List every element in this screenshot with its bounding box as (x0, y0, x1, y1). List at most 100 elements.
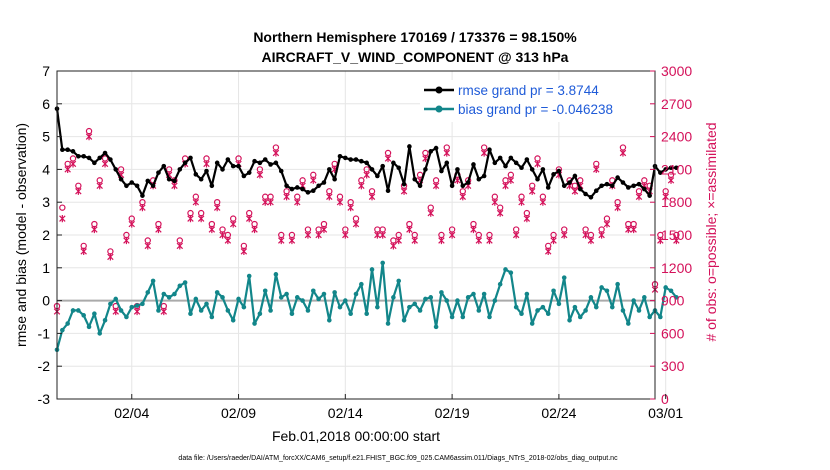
assimilated-obs-marker (85, 133, 93, 141)
bias-point (310, 288, 316, 294)
bias-point (412, 301, 418, 307)
right-tick-label: 600 (661, 325, 685, 341)
rmse-point (204, 168, 209, 174)
bias-point (615, 281, 620, 287)
rmse-point (321, 180, 327, 185)
rmse-point (209, 183, 215, 189)
assimilated-obs-marker (368, 193, 376, 201)
rmse-point (225, 157, 231, 162)
bias-series (54, 260, 679, 353)
x-tick-label: 03/01 (648, 405, 683, 421)
bias-point (172, 291, 177, 297)
rmse-point (497, 155, 503, 161)
rmse-point (348, 157, 353, 162)
rmse-point (604, 181, 610, 187)
rmse-point (252, 158, 257, 164)
bias-point (225, 308, 231, 313)
bias-point (166, 295, 172, 300)
assimilated-obs-marker (438, 236, 445, 245)
bias-point (487, 314, 492, 320)
bias-point (348, 311, 353, 317)
rmse-point (129, 180, 135, 185)
rmse-point (65, 147, 70, 153)
x-tick-label: 02/14 (328, 405, 363, 421)
rmse-point (92, 160, 97, 166)
rmse-point (70, 149, 76, 154)
rmse-point (663, 167, 668, 172)
bias-point (118, 308, 124, 313)
bias-point (129, 304, 135, 310)
bias-point (417, 308, 423, 313)
rmse-point (188, 155, 193, 161)
assimilated-obs-marker (475, 236, 483, 245)
assimilated-obs-marker (160, 307, 168, 316)
rmse-point (412, 176, 418, 182)
assimilated-obs-marker (448, 231, 456, 239)
bias-point (327, 317, 332, 323)
assimilated-obs-marker (278, 236, 285, 245)
assimilated-obs-marker (379, 231, 386, 239)
right-tick-label: 3000 (661, 63, 692, 79)
rmse-series (54, 106, 679, 200)
rmse-point (289, 186, 295, 192)
rmse-point (599, 183, 604, 189)
bias-point (337, 304, 343, 310)
assimilated-obs-marker (603, 220, 611, 228)
bias-point (428, 295, 434, 300)
rmse-point (327, 167, 332, 172)
right-tick-label: 1800 (661, 194, 692, 210)
rmse-point (609, 183, 615, 189)
assimilated-obs-marker (240, 247, 248, 255)
bias-point (102, 317, 108, 323)
bias-point (572, 304, 578, 310)
rmse-point (343, 155, 348, 161)
rmse-point (433, 145, 439, 151)
bias-point (631, 298, 636, 303)
bias-point (220, 295, 225, 300)
rmse-point (300, 186, 305, 192)
rmse-point (476, 176, 482, 182)
rmse-point (134, 183, 140, 189)
bias-point (236, 296, 241, 302)
rmse-point (332, 176, 337, 182)
bias-point (599, 285, 604, 290)
assimilated-obs-marker (352, 220, 360, 228)
rmse-point (439, 168, 444, 174)
rmse-point (492, 160, 498, 166)
right-tick-label: 2400 (661, 129, 692, 145)
assimilated-obs-marker (123, 236, 130, 245)
rmse-point (572, 173, 578, 179)
bias-point (113, 296, 119, 302)
assimilated-obs-marker (427, 209, 434, 217)
rmse-point (615, 175, 620, 180)
rmse-point (310, 188, 316, 194)
bias-point (193, 296, 199, 302)
bias-point (188, 311, 193, 317)
rmse-point (524, 157, 530, 162)
rmse-point (593, 188, 599, 194)
assimilated-obs-marker (256, 171, 264, 179)
assimilated-obs-marker (657, 236, 664, 245)
bias-point (401, 317, 407, 323)
rmse-point (108, 157, 113, 162)
assimilated-obs-marker (197, 215, 205, 223)
rmse-point (444, 160, 450, 166)
bias-point (364, 311, 369, 317)
assimilated-obs-marker (374, 231, 381, 239)
bias-point (407, 304, 412, 310)
right-axis-ticks: 0 300 600 900 1200 1500 1800 2100 2400 2700 3000 (650, 63, 692, 407)
bias-point (140, 301, 145, 307)
bias-point (332, 290, 337, 295)
assimilated-obs-marker (406, 225, 413, 234)
bias-point (658, 314, 663, 320)
rmse-point (198, 176, 204, 182)
assimilated-obs-marker (262, 198, 269, 206)
right-tick-label: 1500 (661, 227, 692, 243)
bias-point (92, 311, 97, 317)
assimilated-obs-marker (155, 225, 162, 234)
left-axis-label: rmse and bias (model - observation) (13, 123, 29, 347)
bias-point (604, 288, 610, 294)
bias-point (204, 301, 209, 307)
rmse-point (172, 178, 177, 184)
left-tick-label: 3 (42, 194, 50, 210)
